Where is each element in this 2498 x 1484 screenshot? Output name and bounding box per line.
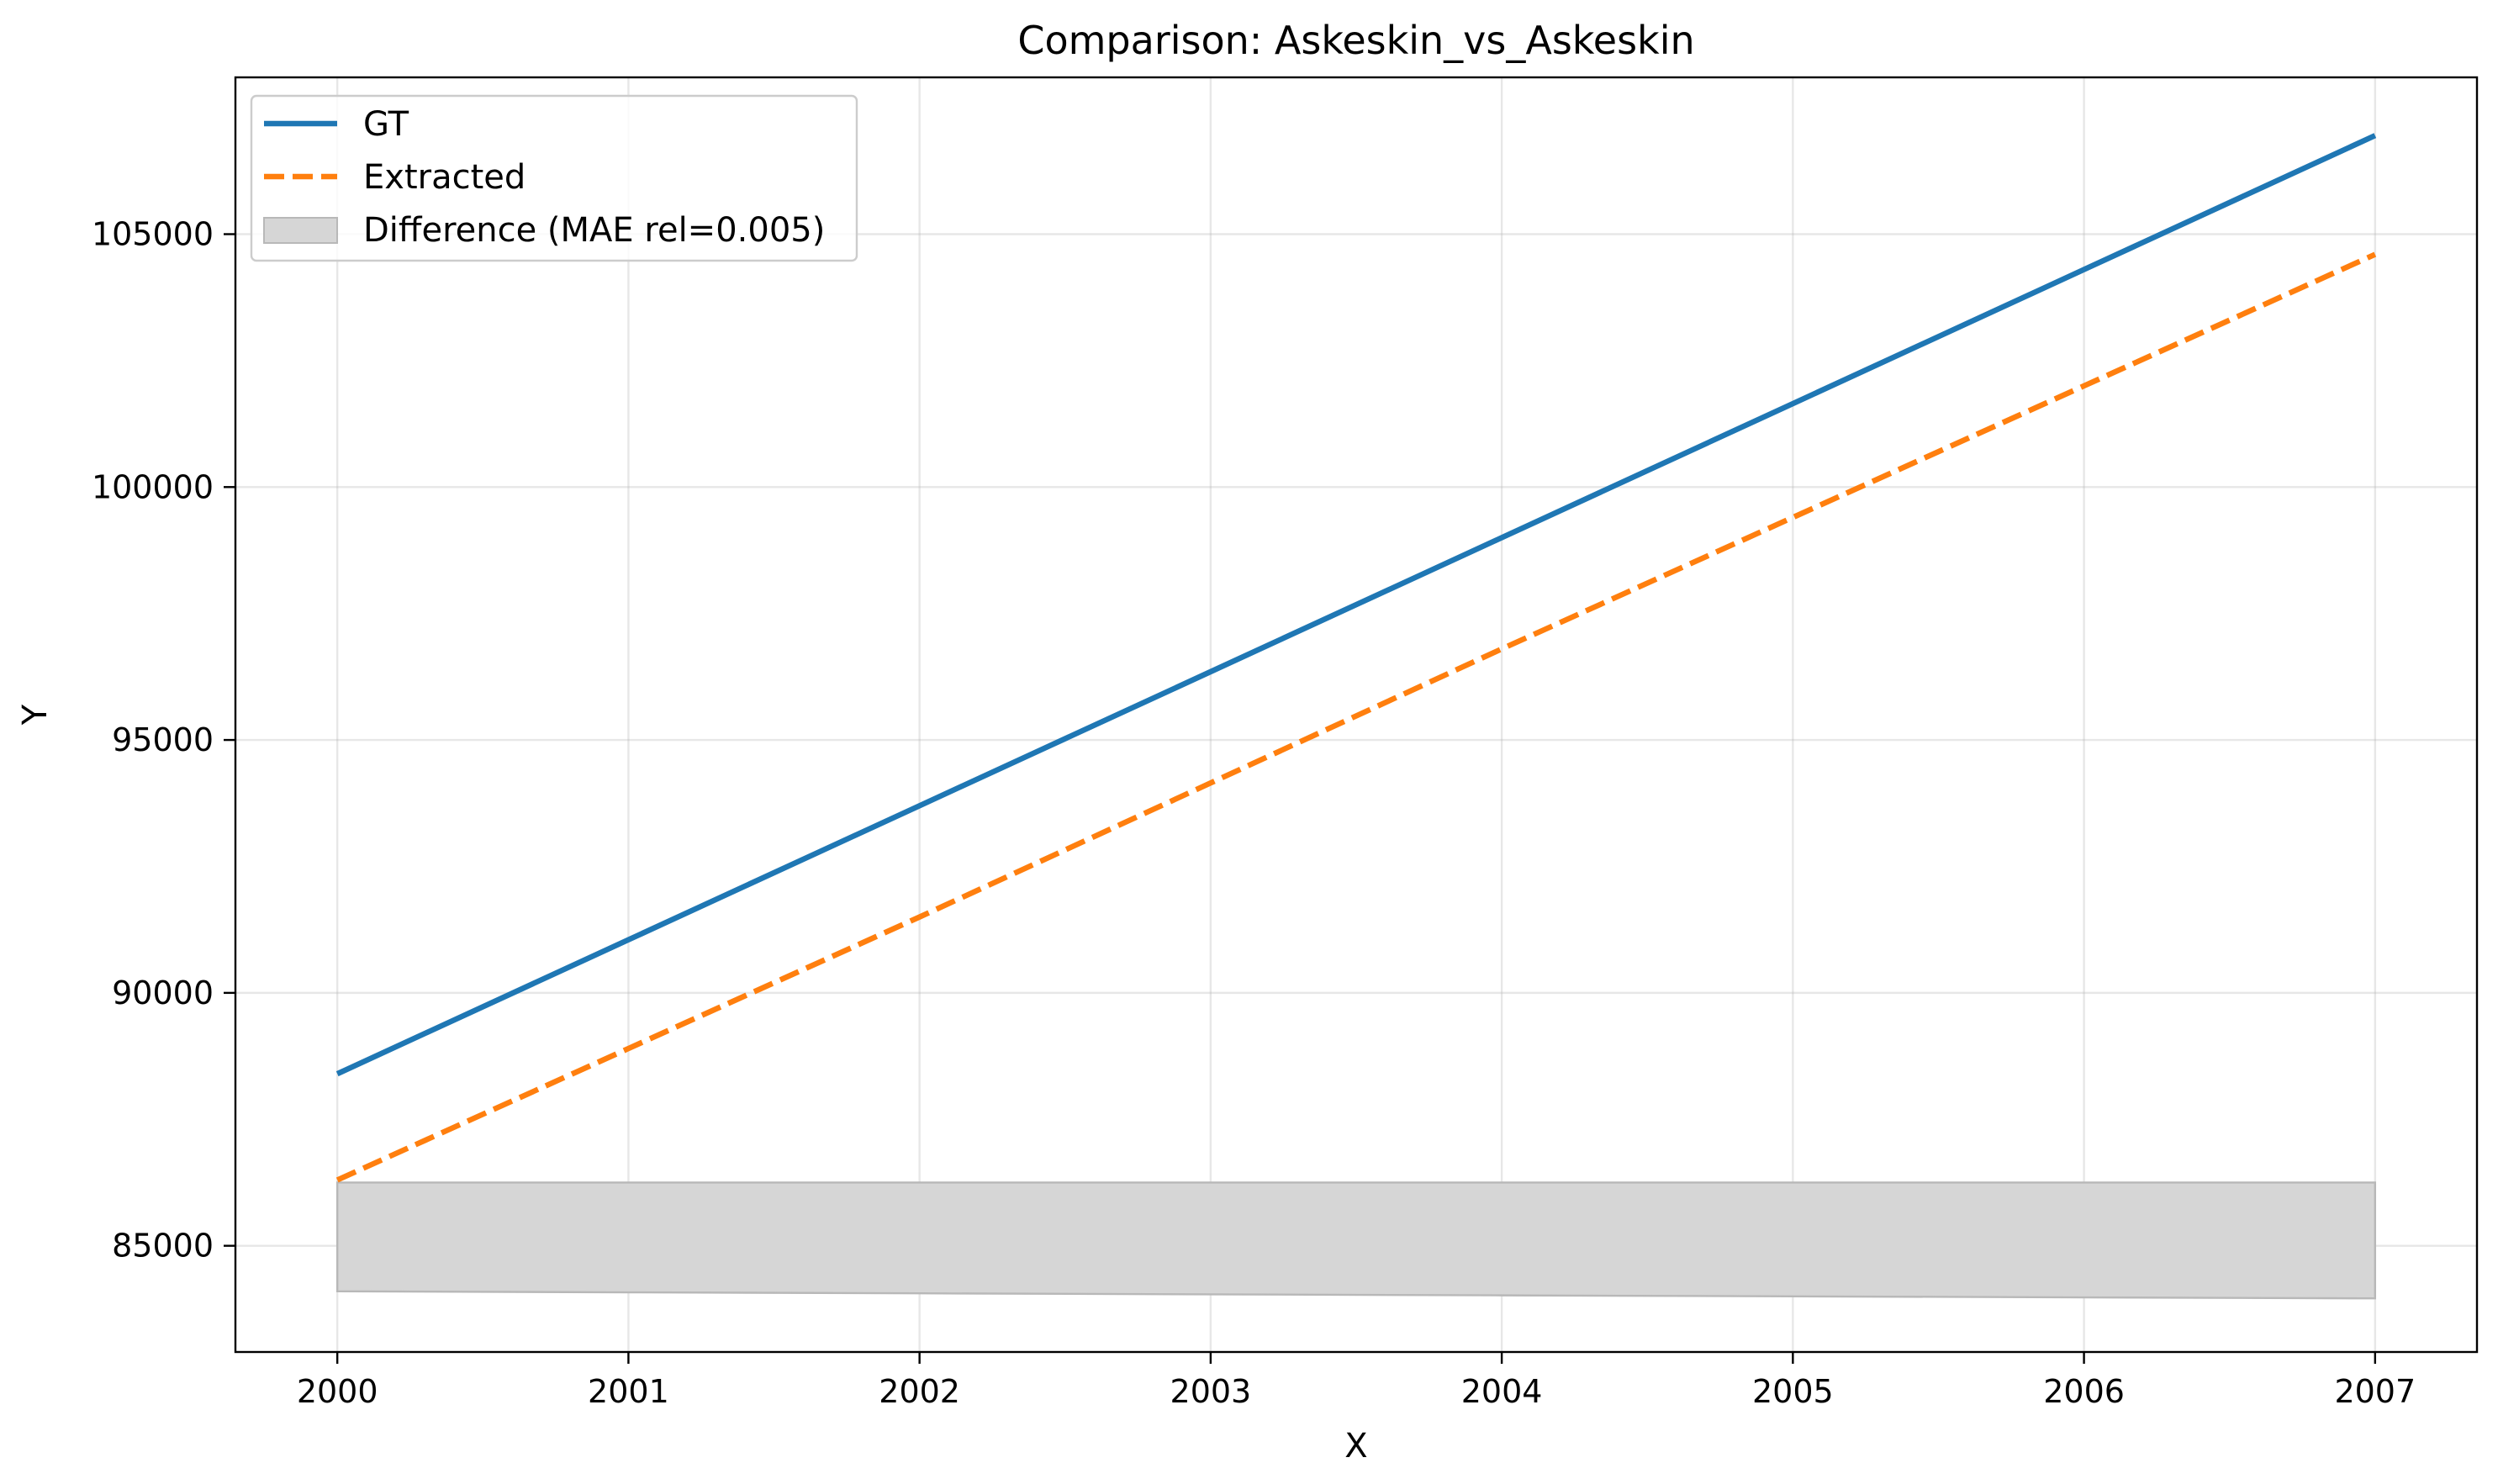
x-tick-label: 2005 xyxy=(1752,1373,1834,1410)
x-axis-label: X xyxy=(1344,1427,1367,1466)
y-tick-label: 95000 xyxy=(112,721,214,758)
y-axis-label: Y xyxy=(16,704,55,726)
legend-extracted-label: Extracted xyxy=(363,158,525,197)
y-tick-label: 85000 xyxy=(112,1228,214,1265)
series-lines xyxy=(335,133,2377,1183)
series-line-gt xyxy=(335,133,2377,1077)
y-tick-label: 105000 xyxy=(92,215,214,252)
legend-box xyxy=(250,94,858,262)
legend-gt-label: GT xyxy=(363,105,409,144)
legend-difference-label: Difference (MAE rel=0.005) xyxy=(363,211,825,250)
x-tick-label: 2003 xyxy=(1170,1373,1252,1410)
legend: GT Extracted Difference (MAE rel=0.005) xyxy=(250,94,858,262)
legend-difference-swatch xyxy=(263,217,338,244)
x-tick-label: 2007 xyxy=(2334,1373,2416,1410)
x-tick-label: 2000 xyxy=(297,1373,378,1410)
x-tick-label: 2006 xyxy=(2043,1373,2125,1410)
x-tick-label: 2002 xyxy=(879,1373,960,1410)
y-tick-label: 90000 xyxy=(112,974,214,1011)
x-tick-label: 2004 xyxy=(1461,1373,1543,1410)
difference-area xyxy=(335,1181,2377,1300)
x-tick-label: 2001 xyxy=(588,1373,669,1410)
series-line-extracted xyxy=(335,251,2377,1183)
plot-frame xyxy=(234,76,2479,1354)
y-tick-label: 100000 xyxy=(92,468,214,505)
axis-ticks: 2000 2001 2002 2003 2004 2005 2006 2007 85000 900… xyxy=(92,215,2416,1410)
difference-band xyxy=(335,1181,2377,1300)
chart-title: Comparison: Askeskin_vs_Askeskin xyxy=(1017,18,1694,63)
